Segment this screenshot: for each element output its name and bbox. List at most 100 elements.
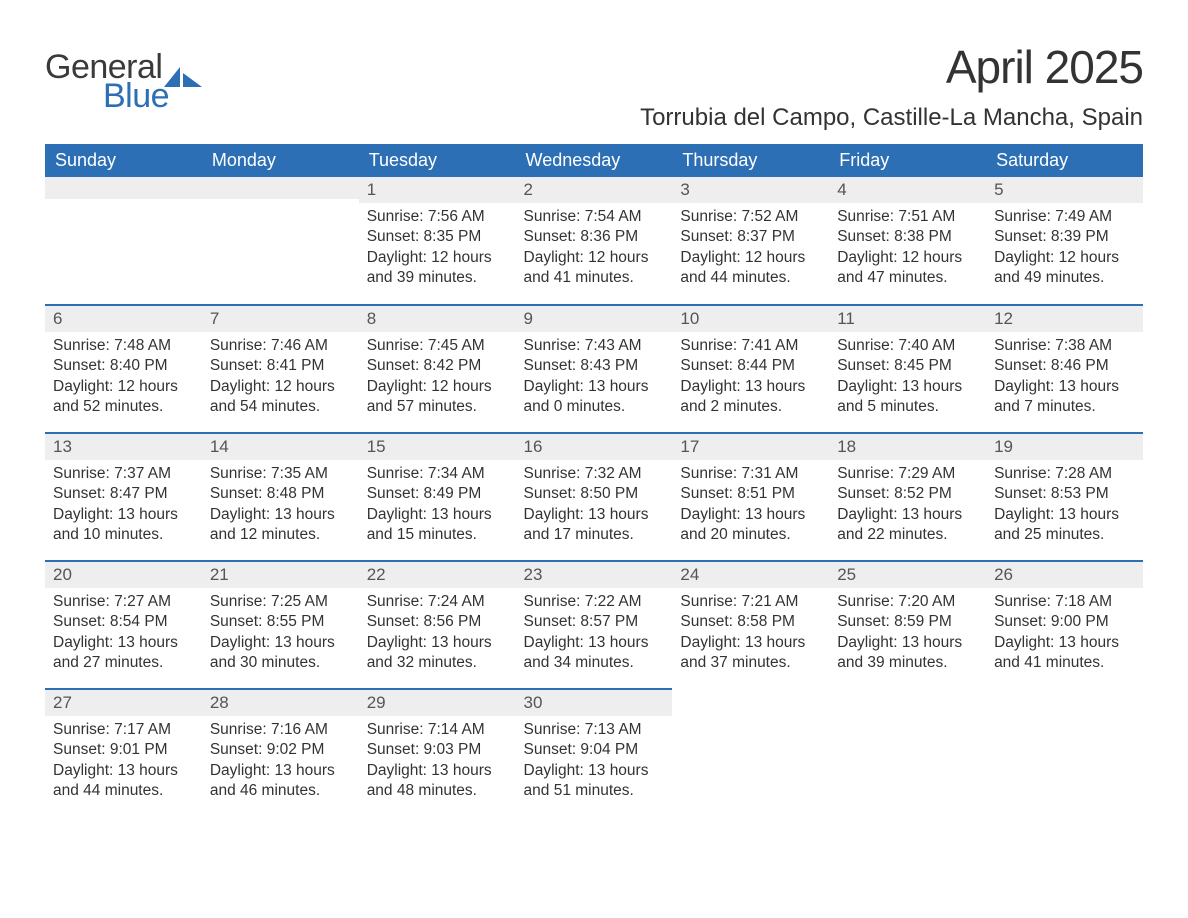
day-header: Wednesday	[516, 144, 673, 177]
day-number: 14	[202, 434, 359, 460]
day-cell: 30Sunrise: 7:13 AMSunset: 9:04 PMDayligh…	[516, 689, 673, 817]
dl1-text: Daylight: 13 hours	[524, 633, 665, 653]
sunset-text: Sunset: 8:45 PM	[837, 356, 978, 376]
dl1-text: Daylight: 12 hours	[680, 248, 821, 268]
day-cell: 8Sunrise: 7:45 AMSunset: 8:42 PMDaylight…	[359, 305, 516, 433]
dl1-text: Daylight: 12 hours	[53, 377, 194, 397]
day-body: Sunrise: 7:14 AMSunset: 9:03 PMDaylight:…	[359, 716, 516, 808]
sunset-text: Sunset: 8:57 PM	[524, 612, 665, 632]
location-text: Torrubia del Campo, Castille-La Mancha, …	[640, 104, 1143, 132]
day-body: Sunrise: 7:22 AMSunset: 8:57 PMDaylight:…	[516, 588, 673, 680]
sunrise-text: Sunrise: 7:18 AM	[994, 592, 1135, 612]
dl2-text: and 20 minutes.	[680, 525, 821, 545]
sunset-text: Sunset: 8:49 PM	[367, 484, 508, 504]
dl2-text: and 7 minutes.	[994, 397, 1135, 417]
sunrise-text: Sunrise: 7:16 AM	[210, 720, 351, 740]
day-cell: 24Sunrise: 7:21 AMSunset: 8:58 PMDayligh…	[672, 561, 829, 689]
day-number: 7	[202, 306, 359, 332]
dl1-text: Daylight: 13 hours	[837, 377, 978, 397]
dl2-text: and 44 minutes.	[53, 781, 194, 801]
day-body: Sunrise: 7:25 AMSunset: 8:55 PMDaylight:…	[202, 588, 359, 680]
sunset-text: Sunset: 8:53 PM	[994, 484, 1135, 504]
day-cell	[202, 177, 359, 305]
day-header: Sunday	[45, 144, 202, 177]
day-cell: 9Sunrise: 7:43 AMSunset: 8:43 PMDaylight…	[516, 305, 673, 433]
day-header: Thursday	[672, 144, 829, 177]
dl2-text: and 2 minutes.	[680, 397, 821, 417]
day-cell: 27Sunrise: 7:17 AMSunset: 9:01 PMDayligh…	[45, 689, 202, 817]
sunrise-text: Sunrise: 7:22 AM	[524, 592, 665, 612]
day-number: 18	[829, 434, 986, 460]
day-number: 6	[45, 306, 202, 332]
dl2-text: and 49 minutes.	[994, 268, 1135, 288]
day-number: 2	[516, 177, 673, 203]
sunset-text: Sunset: 9:03 PM	[367, 740, 508, 760]
sunset-text: Sunset: 8:47 PM	[53, 484, 194, 504]
dl2-text: and 46 minutes.	[210, 781, 351, 801]
dl2-text: and 5 minutes.	[837, 397, 978, 417]
day-number: 8	[359, 306, 516, 332]
sunrise-text: Sunrise: 7:43 AM	[524, 336, 665, 356]
day-number: 28	[202, 690, 359, 716]
dl1-text: Daylight: 12 hours	[210, 377, 351, 397]
sunset-text: Sunset: 8:46 PM	[994, 356, 1135, 376]
day-body: Sunrise: 7:34 AMSunset: 8:49 PMDaylight:…	[359, 460, 516, 552]
sunrise-text: Sunrise: 7:13 AM	[524, 720, 665, 740]
sunrise-text: Sunrise: 7:27 AM	[53, 592, 194, 612]
dl1-text: Daylight: 13 hours	[367, 633, 508, 653]
dl1-text: Daylight: 12 hours	[524, 248, 665, 268]
day-body: Sunrise: 7:48 AMSunset: 8:40 PMDaylight:…	[45, 332, 202, 424]
dl1-text: Daylight: 13 hours	[837, 505, 978, 525]
day-body: Sunrise: 7:20 AMSunset: 8:59 PMDaylight:…	[829, 588, 986, 680]
week-row: 27Sunrise: 7:17 AMSunset: 9:01 PMDayligh…	[45, 689, 1143, 817]
day-number: 10	[672, 306, 829, 332]
sunrise-text: Sunrise: 7:51 AM	[837, 207, 978, 227]
dl2-text: and 17 minutes.	[524, 525, 665, 545]
sunrise-text: Sunrise: 7:34 AM	[367, 464, 508, 484]
sunset-text: Sunset: 8:44 PM	[680, 356, 821, 376]
sunrise-text: Sunrise: 7:20 AM	[837, 592, 978, 612]
day-body: Sunrise: 7:46 AMSunset: 8:41 PMDaylight:…	[202, 332, 359, 424]
dl1-text: Daylight: 13 hours	[53, 505, 194, 525]
dl2-text: and 47 minutes.	[837, 268, 978, 288]
day-number: 13	[45, 434, 202, 460]
day-cell: 4Sunrise: 7:51 AMSunset: 8:38 PMDaylight…	[829, 177, 986, 305]
day-body: Sunrise: 7:40 AMSunset: 8:45 PMDaylight:…	[829, 332, 986, 424]
day-body: Sunrise: 7:38 AMSunset: 8:46 PMDaylight:…	[986, 332, 1143, 424]
sunrise-text: Sunrise: 7:41 AM	[680, 336, 821, 356]
day-number: 11	[829, 306, 986, 332]
day-number: 23	[516, 562, 673, 588]
day-header: Monday	[202, 144, 359, 177]
sunrise-text: Sunrise: 7:52 AM	[680, 207, 821, 227]
sunrise-text: Sunrise: 7:37 AM	[53, 464, 194, 484]
day-number: 4	[829, 177, 986, 203]
dl1-text: Daylight: 13 hours	[680, 377, 821, 397]
day-cell: 16Sunrise: 7:32 AMSunset: 8:50 PMDayligh…	[516, 433, 673, 561]
sunrise-text: Sunrise: 7:48 AM	[53, 336, 194, 356]
dl1-text: Daylight: 13 hours	[524, 377, 665, 397]
sunset-text: Sunset: 8:51 PM	[680, 484, 821, 504]
day-body: Sunrise: 7:21 AMSunset: 8:58 PMDaylight:…	[672, 588, 829, 680]
sunrise-text: Sunrise: 7:54 AM	[524, 207, 665, 227]
sunset-text: Sunset: 9:02 PM	[210, 740, 351, 760]
dl1-text: Daylight: 13 hours	[53, 633, 194, 653]
sunrise-text: Sunrise: 7:35 AM	[210, 464, 351, 484]
dl2-text: and 41 minutes.	[524, 268, 665, 288]
sunset-text: Sunset: 8:38 PM	[837, 227, 978, 247]
sunset-text: Sunset: 8:40 PM	[53, 356, 194, 376]
sunset-text: Sunset: 8:48 PM	[210, 484, 351, 504]
sunrise-text: Sunrise: 7:14 AM	[367, 720, 508, 740]
day-body: Sunrise: 7:29 AMSunset: 8:52 PMDaylight:…	[829, 460, 986, 552]
calendar-body: 1Sunrise: 7:56 AMSunset: 8:35 PMDaylight…	[45, 177, 1143, 817]
sunset-text: Sunset: 8:59 PM	[837, 612, 978, 632]
title-block: April 2025 Torrubia del Campo, Castille-…	[640, 40, 1143, 132]
dl1-text: Daylight: 13 hours	[367, 505, 508, 525]
day-number: 25	[829, 562, 986, 588]
dl2-text: and 52 minutes.	[53, 397, 194, 417]
sunset-text: Sunset: 8:41 PM	[210, 356, 351, 376]
sunset-text: Sunset: 9:00 PM	[994, 612, 1135, 632]
sunset-text: Sunset: 8:43 PM	[524, 356, 665, 376]
dl1-text: Daylight: 13 hours	[994, 377, 1135, 397]
day-cell: 29Sunrise: 7:14 AMSunset: 9:03 PMDayligh…	[359, 689, 516, 817]
day-cell: 3Sunrise: 7:52 AMSunset: 8:37 PMDaylight…	[672, 177, 829, 305]
